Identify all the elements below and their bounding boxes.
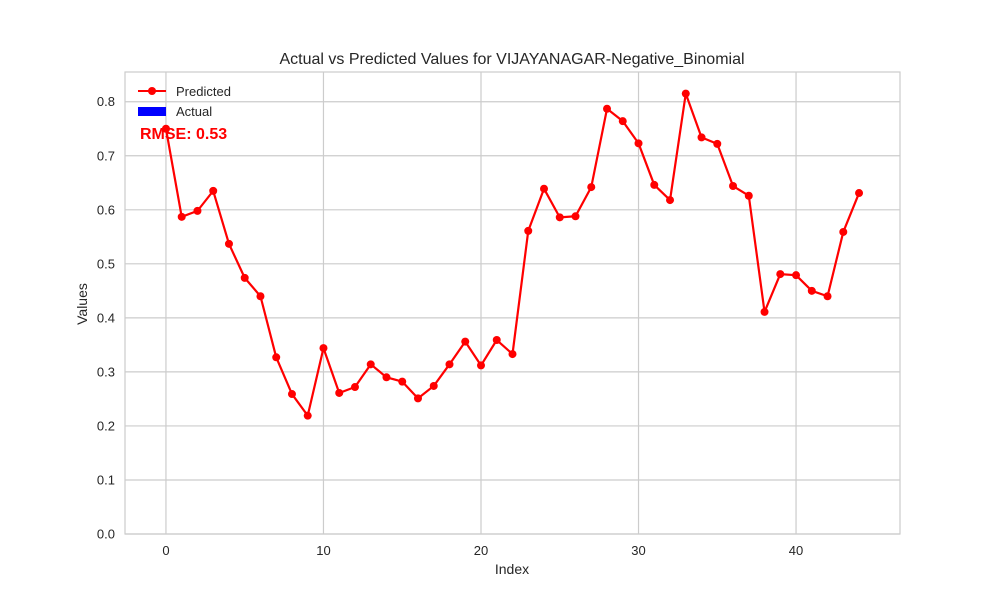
- data-point-predicted: [240, 273, 249, 282]
- data-point-predicted: [603, 104, 612, 113]
- data-point-predicted: [256, 292, 265, 301]
- data-point-predicted: [461, 337, 470, 346]
- data-point-predicted: [650, 180, 659, 189]
- data-point-predicted: [161, 124, 170, 133]
- grid-lines: [125, 72, 900, 535]
- x-tick-label: 40: [789, 543, 803, 558]
- y-tick-label: 0.5: [97, 256, 115, 271]
- y-tick-label: 0.3: [97, 364, 115, 379]
- data-point-predicted: [476, 361, 485, 370]
- data-point-predicted: [634, 139, 643, 148]
- data-point-predicted: [224, 239, 233, 248]
- data-point-predicted: [760, 307, 769, 316]
- data-point-predicted: [807, 286, 816, 295]
- y-tick-label: 0.1: [97, 472, 115, 487]
- plot-area: [125, 72, 900, 534]
- data-point-predicted: [697, 133, 706, 142]
- data-point-predicted: [350, 383, 359, 392]
- data-point-predicted: [792, 271, 801, 280]
- chart-title: Actual vs Predicted Values for VIJAYANAG…: [279, 51, 744, 68]
- data-point-predicted: [744, 191, 753, 200]
- data-point-predicted: [666, 196, 675, 205]
- y-axis-label: Values: [74, 283, 90, 325]
- legend-predicted-marker: [148, 87, 156, 95]
- data-point-predicted: [508, 350, 517, 359]
- y-tick-label: 0.4: [97, 310, 115, 325]
- data-point-predicted: [492, 336, 501, 345]
- data-point-predicted: [729, 182, 738, 191]
- x-axis-ticks: 0 10 20 30 40: [162, 543, 803, 558]
- y-tick-label: 0.0: [97, 527, 115, 542]
- plot-border: [124, 71, 901, 535]
- data-point-predicted: [382, 373, 391, 382]
- x-tick-label: 10: [316, 543, 330, 558]
- data-point-predicted: [524, 226, 533, 235]
- data-point-predicted: [540, 184, 549, 193]
- data-point-predicted: [713, 139, 722, 148]
- data-point-predicted: [398, 377, 407, 386]
- x-tick-label: 20: [474, 543, 488, 558]
- y-tick-label: 0.2: [97, 418, 115, 433]
- y-axis-ticks: 0.0 0.1 0.2 0.3 0.4 0.5 0.6 0.7 0.8: [97, 94, 115, 541]
- rmse-annotation: RMSE: 0.53: [140, 126, 227, 143]
- data-point-predicted: [681, 89, 690, 98]
- data-point-predicted: [319, 344, 328, 353]
- y-tick-label: 0.6: [97, 202, 115, 217]
- data-point-predicted: [272, 353, 281, 362]
- data-point-predicted: [618, 117, 627, 126]
- x-tick-label: 30: [631, 543, 645, 558]
- data-point-predicted: [571, 212, 580, 221]
- data-point-predicted: [335, 388, 344, 397]
- data-point-predicted: [429, 381, 438, 390]
- y-tick-label: 0.7: [97, 148, 115, 163]
- series-layer: [161, 89, 864, 420]
- y-tick-label: 0.8: [97, 94, 115, 109]
- data-point-predicted: [445, 360, 454, 369]
- data-point-predicted: [177, 212, 186, 221]
- data-point-predicted: [287, 390, 296, 399]
- data-point-predicted: [587, 183, 596, 192]
- data-point-predicted: [555, 213, 564, 222]
- x-tick-label: 0: [162, 543, 169, 558]
- legend: Predicted Actual: [138, 84, 231, 119]
- data-point-predicted: [209, 186, 218, 195]
- data-point-predicted: [366, 360, 375, 369]
- data-point-predicted: [303, 411, 312, 420]
- x-axis-label: Index: [495, 561, 529, 577]
- legend-actual-label: Actual: [176, 104, 212, 119]
- data-point-predicted: [413, 394, 422, 403]
- data-point-predicted: [823, 292, 832, 301]
- data-point-predicted: [839, 227, 848, 236]
- data-point-predicted: [193, 206, 202, 215]
- legend-predicted-label: Predicted: [176, 84, 231, 99]
- data-point-predicted: [776, 270, 785, 279]
- data-point-predicted: [855, 189, 864, 198]
- legend-actual-swatch: [138, 107, 166, 116]
